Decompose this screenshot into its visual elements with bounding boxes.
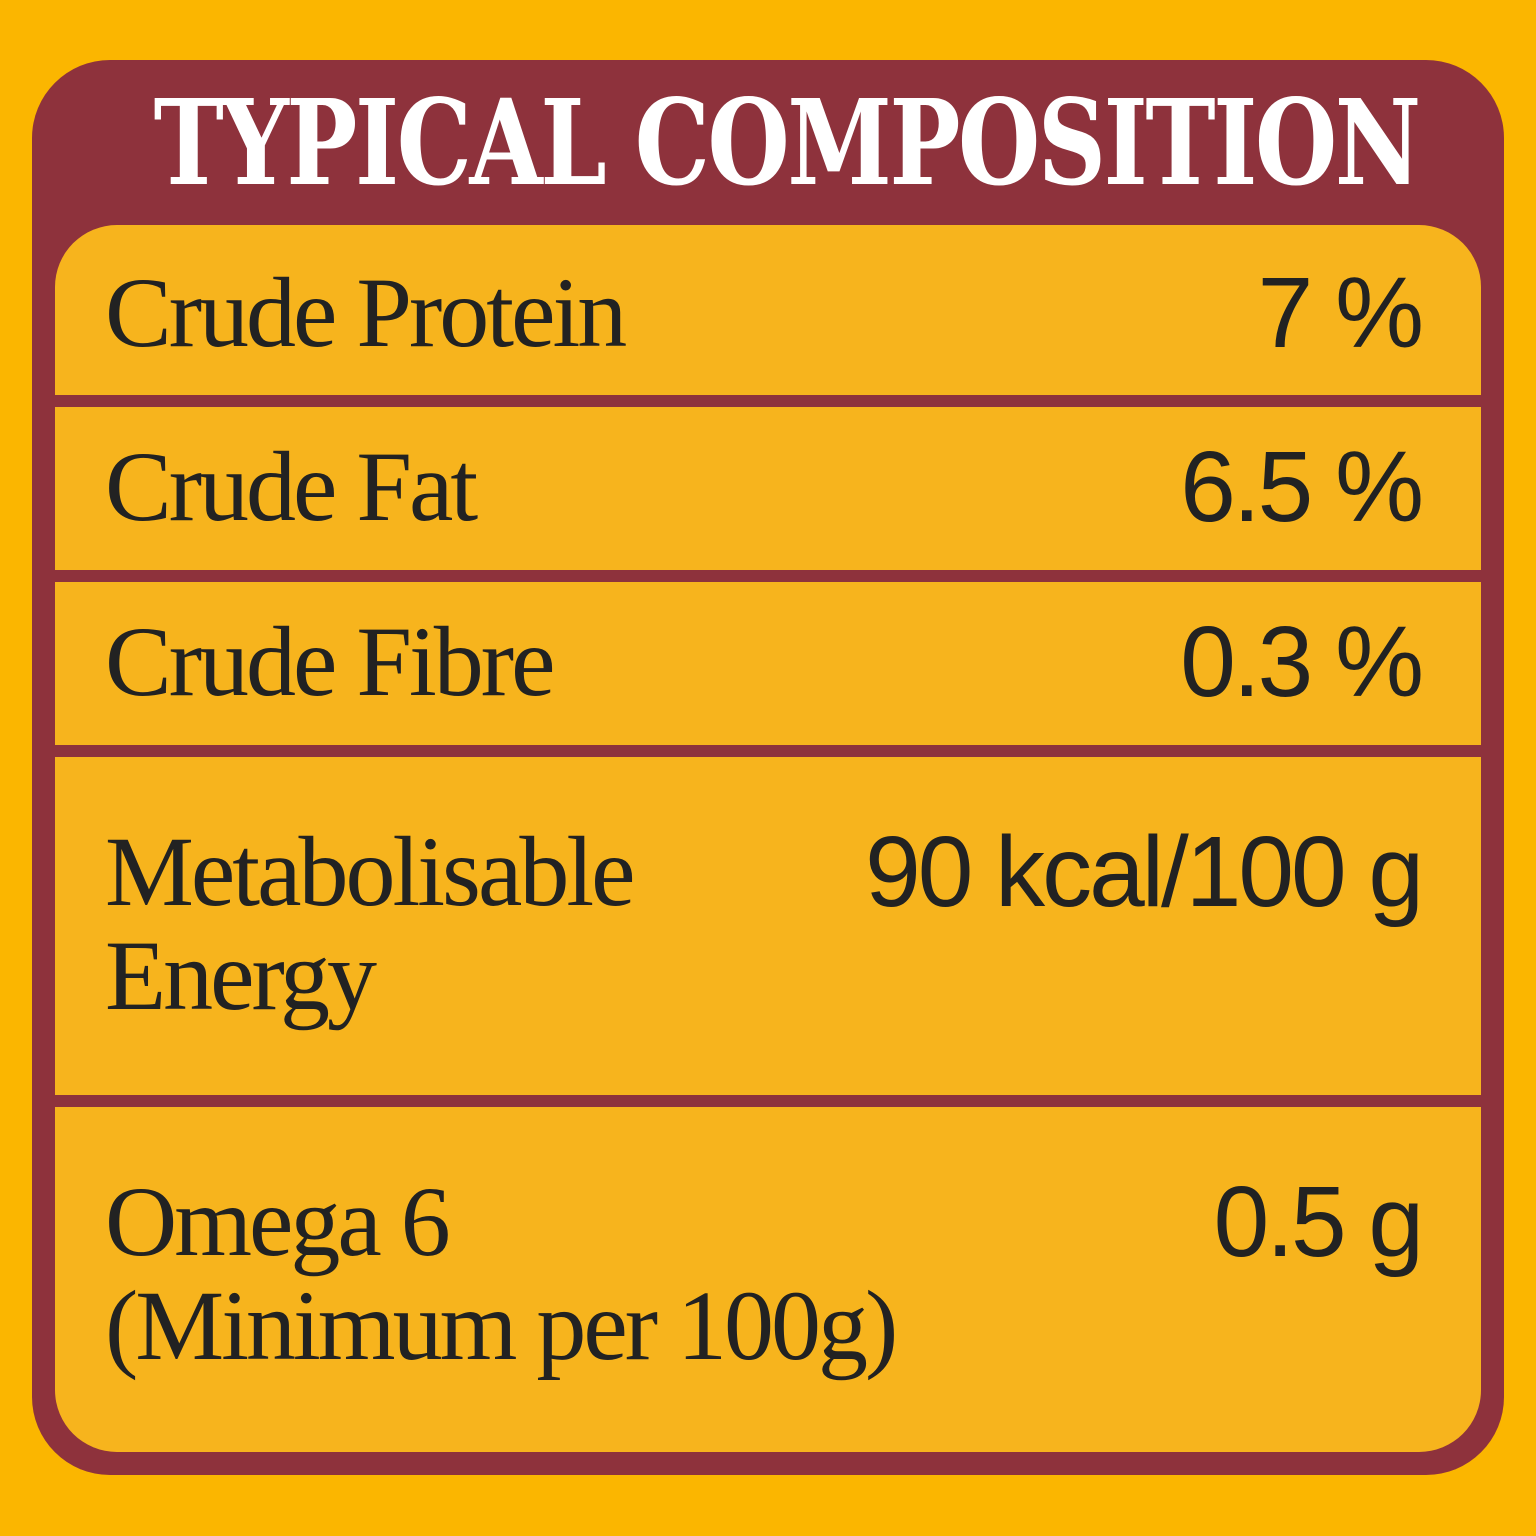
row-value: 6.5 % [1180,431,1424,543]
row-label-line2: Energy [105,920,377,1031]
page-title: TYPICAL COMPOSITION [153,73,1422,212]
table-row: Crude Fibre 0.3 % [55,582,1481,745]
row-label: Crude Fibre [105,606,555,717]
row-value: 0.5 g [1213,1166,1424,1278]
row-label-line2: (Minimum per 100g) [105,1270,898,1381]
composition-table: Crude Protein 7 % Crude Fat 6.5 % Crude … [55,225,1481,1452]
table-row: Crude Protein 7 % [55,225,1481,395]
row-label: Crude Fat [105,431,478,542]
table-row: Metabolisable Energy 90 kcal/100 g [55,757,1481,1095]
table-row: Omega 6 (Minimum per 100g) 0.5 g [55,1107,1481,1452]
row-value: 7 % [1257,257,1424,369]
row-value: 90 kcal/100 g [865,816,1424,928]
table-row: Crude Fat 6.5 % [55,407,1481,570]
row-value: 0.3 % [1180,606,1424,718]
row-label: Metabolisable [105,816,636,927]
row-label: Crude Protein [105,257,627,368]
row-label: Omega 6 [105,1166,451,1277]
